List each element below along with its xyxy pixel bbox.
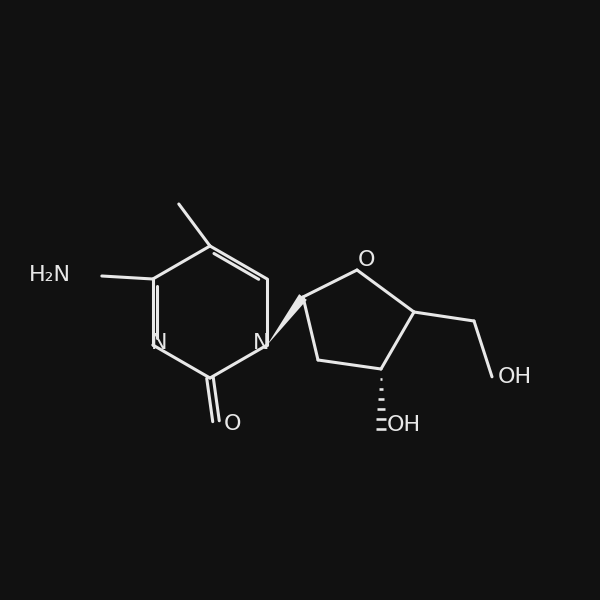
Text: N: N	[253, 333, 269, 353]
Text: N: N	[151, 333, 167, 353]
Text: O: O	[357, 250, 375, 270]
Polygon shape	[267, 294, 307, 345]
Text: OH: OH	[498, 367, 532, 387]
Text: OH: OH	[387, 415, 421, 436]
Text: O: O	[224, 413, 242, 434]
Text: H₂N: H₂N	[29, 265, 71, 285]
